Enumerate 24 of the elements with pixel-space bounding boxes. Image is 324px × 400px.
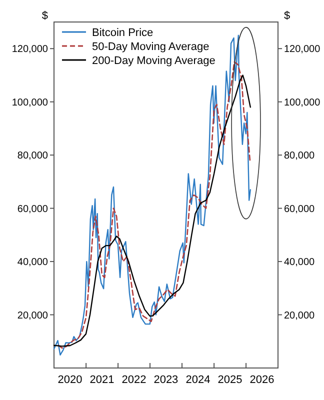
legend-label: Bitcoin Price (92, 26, 154, 39)
y2-tick-label: 20,000 (284, 310, 316, 322)
x-tick-label: 2024 (186, 374, 210, 386)
y2-tick-label: 100,000 (284, 97, 321, 108)
y-axis-title: $ (42, 10, 48, 22)
x-tick-label: 2023 (154, 374, 178, 386)
y-tick-label: 60,000 (17, 204, 48, 215)
y-tick-label: 20,000 (17, 310, 48, 322)
x-tick-label: 2021 (90, 374, 114, 386)
x-tick-label: 2022 (122, 374, 146, 386)
y2-tick-label: 80,000 (284, 150, 316, 162)
y-tick-label: 40,000 (17, 257, 48, 268)
legend-label: 200-Day Moving Average (92, 54, 216, 67)
y-tick-label: 120,000 (12, 44, 48, 56)
x-tick-label: 2026 (250, 374, 274, 386)
x-tick-label: 2025 (218, 374, 242, 386)
y2-axis-title: $ (284, 10, 290, 22)
y2-tick-label: 60,000 (284, 204, 316, 215)
y2-tick-label: 120,000 (284, 44, 321, 56)
legend-label: 50-Day Moving Average (92, 40, 210, 53)
y-tick-label: 100,000 (12, 97, 48, 108)
y2-tick-label: 40,000 (284, 257, 316, 268)
y-tick-label: 80,000 (17, 150, 48, 162)
x-tick-label: 2020 (58, 374, 82, 386)
